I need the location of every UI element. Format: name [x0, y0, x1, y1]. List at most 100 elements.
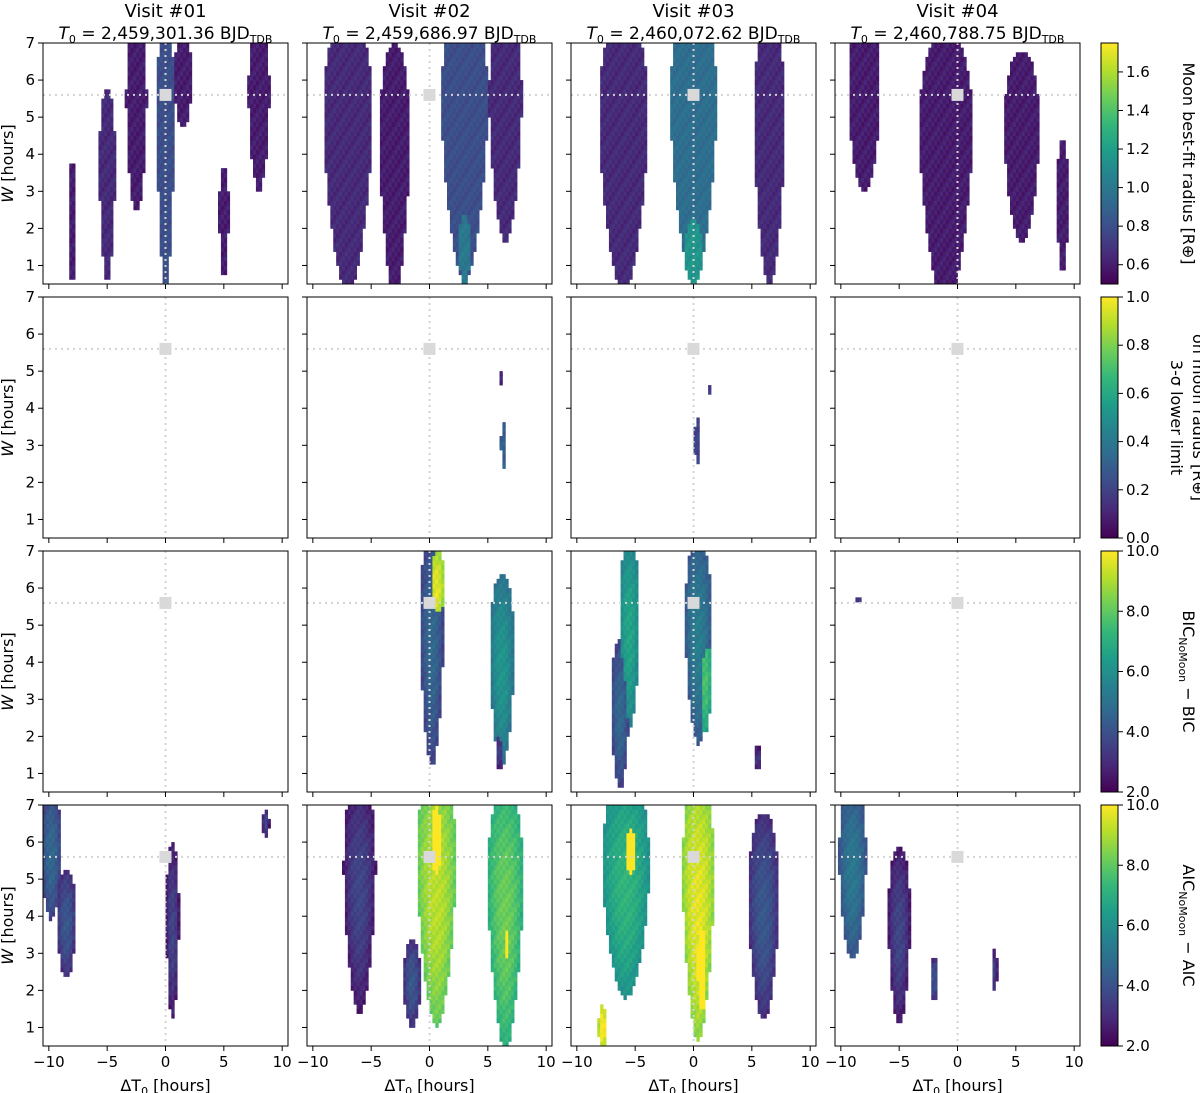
heatmap-cell: [344, 191, 349, 197]
heatmap-cell: [629, 209, 633, 215]
heatmap-cell: [452, 186, 457, 192]
heatmap-cell: [255, 84, 260, 90]
heatmap-cell: [356, 186, 360, 192]
heatmap-cell: [696, 219, 700, 225]
heatmap-cell: [382, 154, 387, 160]
heatmap-cell: [261, 66, 266, 72]
heatmap-cell: [769, 158, 773, 164]
heatmap-cell: [327, 70, 331, 76]
heatmap-cell: [388, 131, 392, 137]
heatmap-cell: [130, 135, 134, 141]
heatmap-cell: [699, 158, 703, 164]
heatmap-cell: [101, 191, 105, 197]
heatmap-cell: [629, 191, 633, 197]
heatmap-cell: [623, 126, 627, 132]
heatmap-cell: [629, 163, 633, 169]
heatmap-cell: [447, 70, 451, 76]
heatmap-cell: [69, 237, 73, 243]
heatmap-cell: [350, 52, 355, 58]
heatmap-cell: [356, 158, 360, 164]
heatmap-cell: [385, 158, 390, 164]
heatmap-cell: [603, 66, 607, 72]
heatmap-cell: [670, 126, 674, 132]
heatmap-cell: [708, 135, 712, 141]
heatmap-cell: [223, 270, 228, 276]
heatmap-cell: [449, 149, 454, 155]
heatmap-cell: [362, 70, 366, 76]
heatmap-cell: [766, 84, 770, 90]
heatmap-cell: [470, 43, 474, 49]
heatmap-cell: [772, 256, 776, 262]
heatmap-cell: [385, 98, 390, 104]
heatmap-cell: [264, 93, 268, 100]
heatmap-cell: [705, 182, 709, 188]
heatmap-cell: [356, 126, 360, 132]
heatmap-cell: [261, 89, 266, 95]
heatmap-cell: [406, 93, 410, 100]
heatmap-cell: [444, 117, 448, 123]
heatmap-cell: [394, 274, 398, 280]
heatmap-cell: [327, 195, 331, 201]
heatmap-cell: [696, 144, 700, 150]
heatmap-cell: [763, 75, 767, 81]
heatmap-cell: [775, 200, 779, 206]
heatmap-cell: [511, 52, 515, 58]
heatmap-cell: [684, 70, 689, 76]
heatmap-cell: [606, 84, 610, 90]
heatmap-cell: [447, 200, 451, 206]
heatmap-cell: [110, 205, 114, 211]
heatmap-cell: [391, 98, 395, 104]
heatmap-cell: [502, 214, 506, 220]
heatmap-cell: [333, 191, 337, 197]
heatmap-cell: [705, 103, 709, 109]
heatmap-cell: [470, 172, 474, 178]
heatmap-cell: [470, 195, 474, 201]
heatmap-cell: [452, 168, 457, 174]
heatmap-cell: [133, 205, 137, 211]
heatmap-cell: [687, 43, 691, 49]
heatmap-cell: [339, 70, 343, 76]
heatmap-cell: [614, 177, 619, 183]
heatmap-cell: [464, 191, 468, 197]
heatmap-cell: [690, 135, 694, 141]
heatmap-cell: [626, 43, 630, 49]
heatmap-cell: [687, 219, 691, 225]
heatmap-cell: [365, 89, 369, 95]
heatmap-cell: [130, 191, 134, 197]
heatmap-cell: [687, 61, 691, 67]
heatmap-cell: [693, 205, 697, 211]
heatmap-cell: [72, 177, 76, 183]
heatmap-cell: [635, 126, 639, 132]
heatmap-cell: [611, 80, 616, 86]
heatmap-cell: [760, 103, 764, 109]
heatmap-cell: [775, 131, 779, 137]
heatmap-cell: [223, 251, 228, 257]
heatmap-cell: [165, 256, 169, 262]
heatmap-cell: [447, 75, 451, 81]
heatmap-cell: [632, 84, 636, 90]
heatmap-cell: [626, 163, 630, 169]
heatmap-cell: [781, 98, 785, 104]
heatmap-cell: [162, 270, 166, 276]
heatmap-cell: [139, 135, 143, 141]
heatmap-cell: [772, 200, 776, 206]
heatmap-cell: [130, 149, 134, 155]
heatmap-cell: [142, 149, 146, 155]
heatmap-cell: [159, 223, 163, 229]
heatmap-cell: [611, 158, 616, 164]
heatmap-cell: [467, 177, 471, 183]
heatmap-cell: [684, 168, 689, 174]
heatmap-cell: [600, 93, 604, 100]
heatmap-cell: [623, 158, 627, 164]
heatmap-cell: [681, 149, 686, 155]
heatmap-cell: [508, 89, 512, 95]
heatmap-cell: [769, 168, 773, 174]
heatmap-cell: [461, 256, 465, 262]
heatmap-cell: [127, 135, 131, 141]
heatmap-cell: [638, 168, 642, 174]
heatmap-cell: [711, 121, 715, 127]
heatmap-cell: [461, 228, 465, 234]
heatmap-cell: [264, 103, 268, 109]
heatmap-cell: [473, 84, 477, 90]
heatmap-cell: [781, 131, 785, 137]
